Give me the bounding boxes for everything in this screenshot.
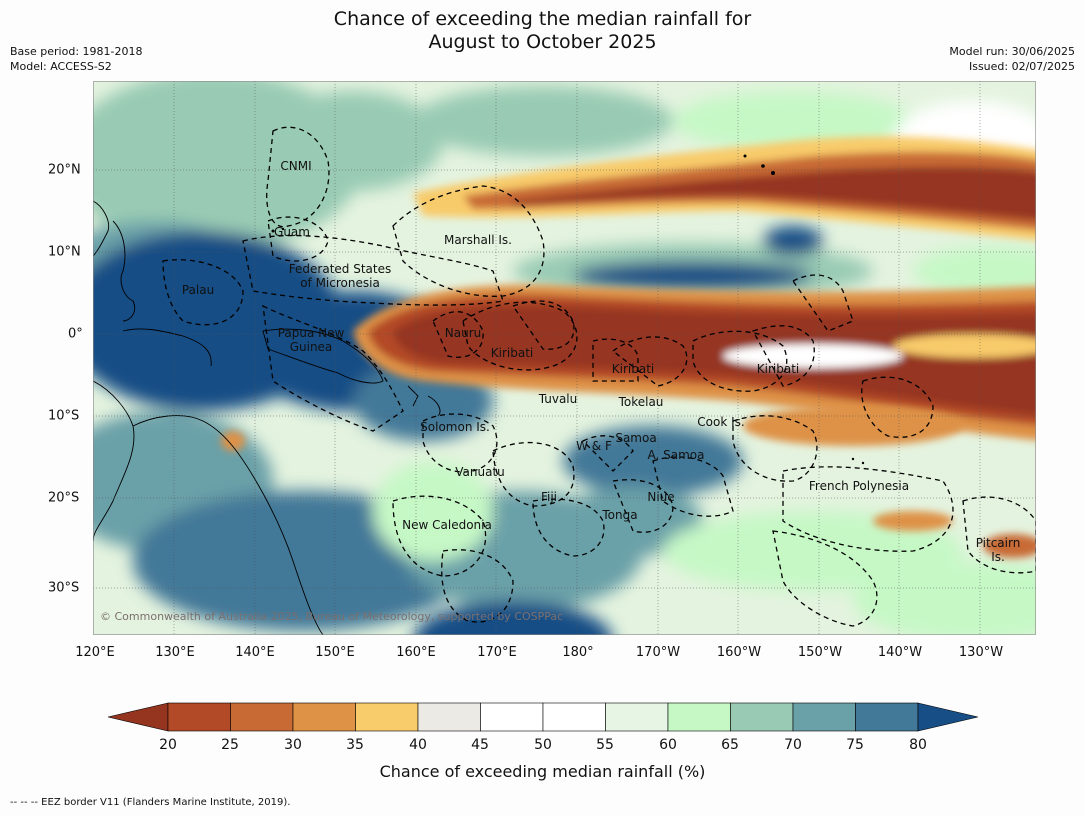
colorbar-segment [480, 702, 544, 732]
colorbar-tick: 30 [284, 737, 302, 753]
x-tick-label: 140°E [235, 645, 275, 660]
label-tuvalu: Tuvalu [538, 392, 578, 406]
dry-band-north [413, 136, 1036, 241]
colorbar-extend-low [107, 702, 169, 732]
colorbar-segment [167, 702, 231, 732]
label-cnmi: CNMI [280, 159, 312, 173]
y-tick-label: 20°S [48, 490, 80, 506]
label-kiribati-west: Kiribati [490, 346, 534, 360]
colorbar-tick: 65 [721, 737, 739, 753]
dry-band-equator [353, 284, 1036, 441]
y-tick-label: 30°S [48, 580, 80, 596]
x-tick-label: 170°W [635, 645, 681, 660]
label-tonga: Tonga [602, 508, 638, 522]
label-samoa: Samoa [615, 431, 657, 445]
colorbar-tick: 35 [346, 737, 364, 753]
colorbar-segment [605, 702, 669, 732]
colorbar-segment [855, 702, 919, 732]
colorbar-segment [230, 702, 294, 732]
colorbar-tick: 80 [909, 737, 927, 753]
colorbar-segment [730, 702, 794, 732]
label-micronesia-line2: of Micronesia [300, 276, 380, 290]
colorbar [107, 702, 979, 732]
label-cook-islands: Cook Is. [697, 415, 745, 429]
copyright-notice: © Commonwealth of Australia 2025, Bureau… [100, 610, 564, 623]
label-kiribati-east: Kiribati [756, 362, 800, 376]
colorbar-segment [792, 702, 856, 732]
eez-footnote: -- -- -- EEZ border V11 (Flanders Marine… [10, 797, 291, 808]
colorbar-tick: 20 [159, 737, 177, 753]
colorbar-segment [542, 702, 606, 732]
rainfall-map [93, 81, 1036, 635]
eez-borders [162, 126, 1036, 627]
label-papua-new-guinea: Papua New Guinea [278, 326, 345, 354]
graticule [93, 81, 1036, 635]
label-pitcairn: Pitcairn Is. [976, 536, 1021, 564]
colorbar-segment [292, 702, 356, 732]
label-new-caledonia: New Caledonia [402, 518, 492, 532]
x-tick-label: 150°W [797, 645, 843, 660]
label-kiribati-central: Kiribati [611, 362, 655, 376]
chart-title: Chance of exceeding the median rainfall … [0, 8, 1085, 54]
colorbar-tick: 45 [471, 737, 489, 753]
colorbar-tick: 50 [534, 737, 552, 753]
label-pitcairn-line1: Pitcairn [975, 536, 1021, 550]
model-name: Model: ACCESS-S2 [10, 60, 112, 73]
y-tick-label: 10°S [48, 408, 80, 424]
title-line-1: Chance of exceeding the median rainfall … [333, 8, 752, 30]
label-micronesia-line1: Federated States [288, 262, 392, 276]
model-run: Model run: 30/06/2025 [949, 45, 1075, 58]
colorbar-tick: 60 [659, 737, 677, 753]
label-tokelau: Tokelau [618, 395, 664, 409]
x-tick-label: 140°W [877, 645, 923, 660]
coastlines [93, 200, 441, 635]
x-tick-label: 130°E [155, 645, 195, 660]
label-guam: Guam [274, 225, 310, 239]
colorbar-tick: 55 [596, 737, 614, 753]
x-tick-label: 160°E [396, 645, 436, 660]
label-marshall-islands: Marshall Is. [444, 233, 512, 247]
label-png-line2: Guinea [289, 340, 333, 354]
colorbar-tick: 40 [409, 737, 427, 753]
colorbar-segment [417, 702, 481, 732]
label-palau: Palau [181, 283, 215, 297]
colorbar-tick: 75 [846, 737, 864, 753]
label-fiji: Fiji [540, 490, 558, 504]
label-american-samoa: A. Samoa [647, 448, 705, 462]
x-tick-label: 170°E [477, 645, 517, 660]
colorbar-tick: 70 [784, 737, 802, 753]
colorbar-segment [355, 702, 419, 732]
x-tick-label: 150°E [315, 645, 355, 660]
meta-left: Base period: 1981-2018 Model: ACCESS-S2 [10, 44, 142, 74]
y-tick-label: 0° [68, 326, 83, 342]
base-period: Base period: 1981-2018 [10, 45, 143, 58]
colorbar-label: Chance of exceeding median rainfall (%) [379, 762, 706, 781]
y-tick-label: 20°N [48, 162, 81, 178]
issued-date: Issued: 02/07/2025 [968, 60, 1075, 73]
label-wallis-futuna: W & F [576, 439, 612, 453]
label-nauru: Nauru [444, 326, 482, 340]
label-pitcairn-line2: Is. [991, 550, 1005, 564]
label-png-line1: Papua New [277, 326, 345, 340]
label-solomon-islands: Solomon Is. [420, 420, 490, 434]
title-line-2: August to October 2025 [428, 31, 657, 53]
y-tick-label: 10°N [48, 244, 81, 260]
label-micronesia: Federated States of Micronesia [289, 262, 391, 290]
label-vanuatu: Vanuatu [455, 465, 505, 479]
colorbar-segment [667, 702, 731, 732]
islands [271, 154, 865, 465]
x-tick-label: 160°W [716, 645, 762, 660]
label-french-polynesia: French Polynesia [808, 479, 910, 493]
colorbar-tick: 25 [221, 737, 239, 753]
map-frame [93, 81, 1036, 635]
x-tick-label: 180° [562, 645, 594, 660]
x-tick-label: 130°W [958, 645, 1004, 660]
meta-right: Model run: 30/06/2025 Issued: 02/07/2025 [949, 44, 1075, 74]
colorbar-extend-high [917, 702, 979, 732]
label-niue: Niue [647, 490, 675, 504]
x-tick-label: 120°E [75, 645, 115, 660]
